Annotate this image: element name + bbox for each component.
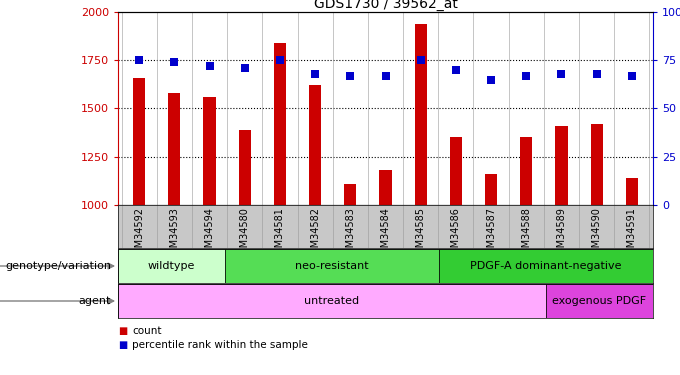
Point	[345, 73, 356, 79]
Text: GSM34593: GSM34593	[169, 207, 180, 260]
Text: GSM34586: GSM34586	[451, 207, 461, 260]
Point	[169, 59, 180, 65]
Point	[134, 57, 145, 63]
Text: GSM34580: GSM34580	[240, 207, 250, 260]
Text: GSM34592: GSM34592	[134, 207, 144, 260]
Bar	[546, 284, 653, 318]
Text: GSM34588: GSM34588	[522, 207, 531, 260]
Text: percentile rank within the sample: percentile rank within the sample	[132, 340, 308, 350]
Text: agent: agent	[79, 296, 112, 306]
Text: untreated: untreated	[305, 296, 360, 306]
Point	[450, 67, 461, 73]
Bar	[168, 93, 180, 205]
Point	[309, 71, 320, 77]
Text: GSM34587: GSM34587	[486, 207, 496, 260]
Bar	[449, 138, 462, 205]
Text: GSM34590: GSM34590	[592, 207, 602, 260]
Point	[556, 71, 567, 77]
Bar	[225, 249, 439, 283]
Point	[626, 73, 637, 79]
Text: exogenous PDGF: exogenous PDGF	[552, 296, 647, 306]
Text: GSM34589: GSM34589	[556, 207, 566, 260]
Point	[591, 71, 602, 77]
Text: GSM34591: GSM34591	[627, 207, 637, 260]
Bar	[379, 170, 392, 205]
Bar	[556, 126, 568, 205]
Text: GSM34581: GSM34581	[275, 207, 285, 260]
Text: neo-resistant: neo-resistant	[295, 261, 369, 271]
Point	[275, 57, 286, 63]
Point	[486, 76, 496, 82]
Bar	[309, 86, 321, 205]
Point	[521, 73, 532, 79]
Text: ■: ■	[118, 326, 127, 336]
Text: PDGF-A dominant-negative: PDGF-A dominant-negative	[471, 261, 622, 271]
Point	[204, 63, 215, 69]
Text: GSM34582: GSM34582	[310, 207, 320, 260]
Bar	[439, 249, 653, 283]
Text: GSM34583: GSM34583	[345, 207, 356, 260]
Bar	[274, 43, 286, 205]
Bar	[485, 174, 497, 205]
Bar	[203, 97, 216, 205]
Point	[380, 73, 391, 79]
Bar	[344, 184, 356, 205]
Text: GSM34594: GSM34594	[205, 207, 214, 260]
Title: GDS1730 / 39562_at: GDS1730 / 39562_at	[313, 0, 458, 11]
Text: count: count	[132, 326, 162, 336]
Text: genotype/variation: genotype/variation	[5, 261, 112, 271]
Text: ■: ■	[118, 340, 127, 350]
Bar	[626, 178, 638, 205]
Bar	[415, 24, 427, 205]
Bar	[590, 124, 603, 205]
Bar	[239, 130, 251, 205]
Text: wildtype: wildtype	[148, 261, 195, 271]
Bar	[520, 138, 532, 205]
Text: GSM34585: GSM34585	[415, 207, 426, 260]
Bar	[118, 249, 225, 283]
Point	[239, 65, 250, 71]
Bar	[133, 78, 146, 205]
Bar	[118, 284, 546, 318]
Text: GSM34584: GSM34584	[381, 207, 390, 260]
Point	[415, 57, 426, 63]
